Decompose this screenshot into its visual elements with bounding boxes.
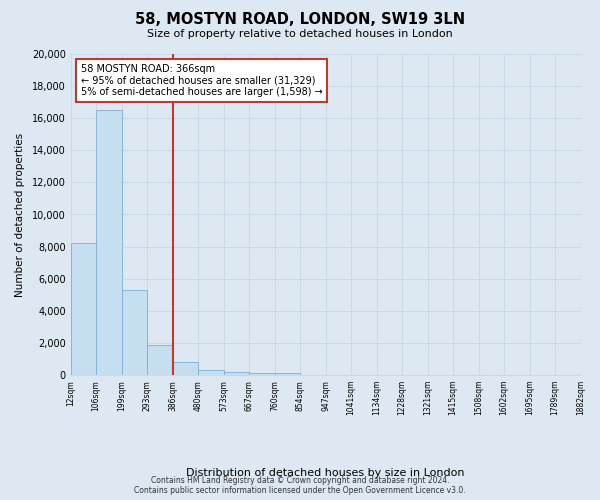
- Bar: [96, 110, 122, 375]
- Bar: [249, 372, 275, 375]
- Text: 58 MOSTYN ROAD: 366sqm
← 95% of detached houses are smaller (31,329)
5% of semi-: 58 MOSTYN ROAD: 366sqm ← 95% of detached…: [81, 64, 323, 97]
- Text: Contains HM Land Registry data © Crown copyright and database right 2024.
Contai: Contains HM Land Registry data © Crown c…: [134, 476, 466, 495]
- Bar: [173, 362, 198, 375]
- Y-axis label: Number of detached properties: Number of detached properties: [15, 132, 25, 296]
- Text: 58, MOSTYN ROAD, LONDON, SW19 3LN: 58, MOSTYN ROAD, LONDON, SW19 3LN: [135, 12, 465, 28]
- Bar: [198, 370, 224, 375]
- Bar: [224, 372, 249, 375]
- X-axis label: Distribution of detached houses by size in London: Distribution of detached houses by size …: [187, 468, 465, 478]
- Bar: [122, 290, 147, 375]
- Bar: [71, 244, 96, 375]
- Bar: [275, 374, 300, 375]
- Bar: [147, 346, 173, 375]
- Text: Size of property relative to detached houses in London: Size of property relative to detached ho…: [147, 29, 453, 39]
